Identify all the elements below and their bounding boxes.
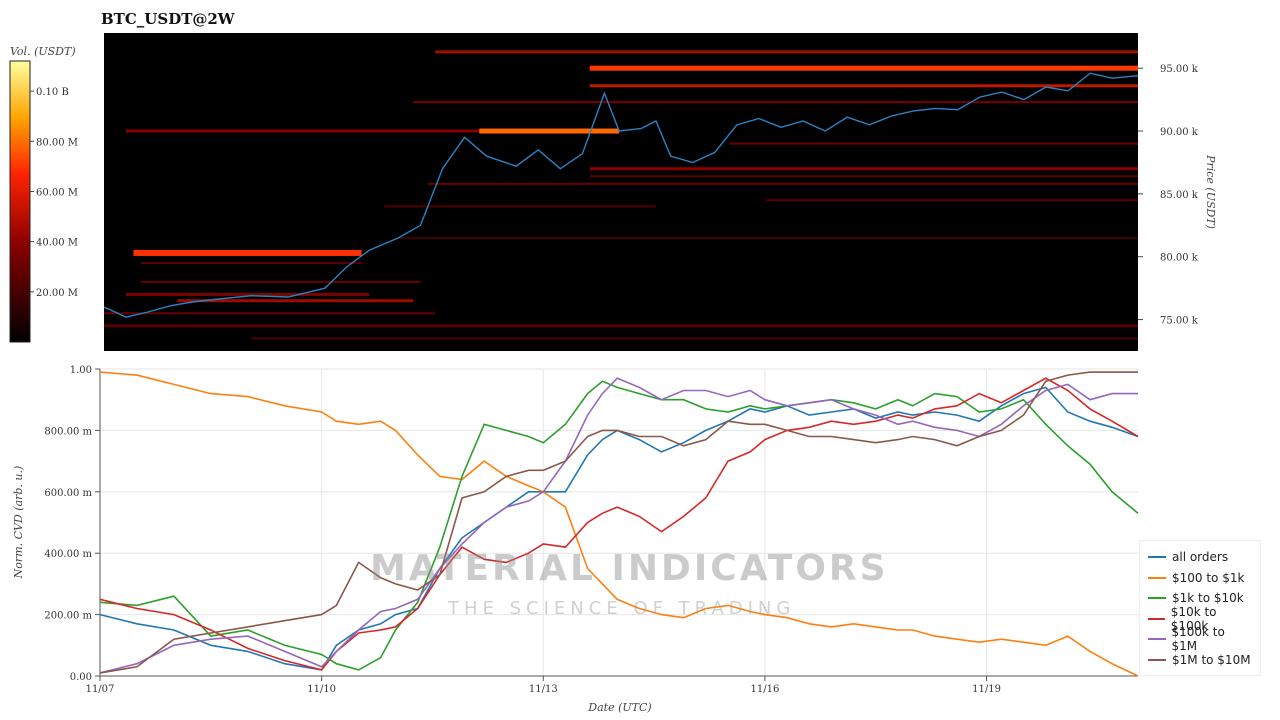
colorbar-tick-label: 80.00 M [36, 137, 78, 148]
cvd-y-tick-label: 200.00 m [44, 611, 92, 622]
colorbar-tick-label: 0.10 B [36, 87, 69, 98]
heatmap-band [251, 337, 1139, 340]
heatmap-band [383, 205, 656, 208]
cvd-x-tick-label: 11/16 [750, 684, 779, 695]
legend-item-100k-to-1m[interactable]: $100k to $1M [1148, 625, 1252, 653]
price-axis-ticks: 75.00 k 80.00 k 85.00 k 90.00 k 95.00 k [1138, 64, 1199, 327]
colorbar-tick-label: 20.00 M [36, 288, 78, 299]
cvd-x-tick-label: 11/10 [307, 684, 336, 695]
series-line-all-orders [99, 386, 1139, 671]
legend-swatch [1148, 556, 1166, 559]
legend-label: $100 to $1k [1172, 570, 1245, 585]
price-tick-label: 80.00 k [1160, 253, 1199, 264]
cvd-x-tick-label: 11/19 [972, 684, 1001, 695]
series-line-100-to-1k [99, 371, 1139, 677]
cvd-x-tick-label: 11/13 [529, 684, 558, 695]
cvd-x-axis-label: Date (UTC) [587, 701, 651, 714]
cvd-grid [99, 368, 1138, 677]
legend-swatch [1148, 638, 1166, 641]
cvd-y-tick-label: 1.00 [70, 365, 92, 376]
price-tick-label: 75.00 k [1160, 316, 1199, 327]
heatmap-band [398, 236, 1139, 239]
cvd-y-tick-label: 0.00 [70, 672, 92, 683]
colorbar-label: Vol. (USDT) [10, 45, 76, 58]
heatmap-band [177, 299, 414, 303]
legend-swatch [1148, 597, 1166, 600]
heatmap-band [589, 175, 1138, 178]
legend: all orders $100 to $1k $1k to $10k $10k to … [1139, 540, 1261, 676]
heatmap-band [126, 129, 620, 133]
price-line [103, 72, 1139, 318]
heatmap-band [589, 65, 1138, 71]
heatmap-bands [104, 50, 1139, 340]
price-tick-label: 90.00 k [1160, 127, 1199, 138]
series-line-100k-to-1m [99, 377, 1138, 674]
cvd-y-tick-label: 800.00 m [44, 426, 92, 437]
legend-label: $10k to $100k [1170, 604, 1217, 633]
heatmap-band [589, 84, 1138, 88]
legend-item-10k-to-100k[interactable]: $10k to $100k [1148, 605, 1252, 633]
colorbar [9, 60, 31, 343]
legend-item-1k-to-10k[interactable]: $1k to $10k [1148, 588, 1252, 609]
colorbar-ticks: 20.00 M 40.00 M 60.00 M 80.00 M 0.10 B [30, 87, 78, 299]
heatmap-band [126, 292, 369, 296]
cvd-x-ticks: 11/07 11/10 11/13 11/16 11/19 [86, 676, 1001, 695]
series-line-1m-to-10m [99, 371, 1138, 674]
heatmap-band [140, 280, 421, 283]
heatmap-background [104, 33, 1138, 351]
heatmap-band [729, 142, 1138, 145]
series-line-1k-to-10k [99, 380, 1139, 671]
price-tick-label: 95.00 k [1160, 64, 1199, 75]
heatmap-band [766, 199, 1138, 202]
heatmap-band [104, 324, 1138, 328]
heatmap-band [427, 182, 1138, 185]
legend-swatch [1148, 576, 1166, 579]
legend-item-100-to-1k[interactable]: $100 to $1k [1148, 568, 1252, 589]
colorbar-tick-label: 60.00 M [36, 187, 78, 198]
heatmap-band [435, 50, 1138, 54]
series-line-10k-to-100k [99, 377, 1139, 671]
legend-label: $1M to $10M [1172, 652, 1251, 667]
colorbar-tick-label: 40.00 M [36, 238, 78, 249]
heatmap-band [479, 128, 620, 134]
cvd-y-axis-label: Norm. CVD (arb. u.) [12, 466, 25, 580]
cvd-y-tick-label: 600.00 m [44, 488, 92, 499]
legend-label: all orders [1172, 550, 1229, 565]
heatmap-band [133, 249, 362, 256]
legend-item-1m-to-10m[interactable]: $1M to $10M [1148, 650, 1252, 671]
heatmap-band [413, 101, 1139, 104]
cvd-x-tick-label: 11/07 [86, 684, 115, 695]
legend-label: $1k to $10k [1172, 591, 1244, 606]
price-axis-label: Price (USDT) [1204, 154, 1217, 229]
legend-label: $100k to $1M [1171, 625, 1225, 654]
cvd-y-tick-label: 400.00 m [44, 549, 92, 560]
legend-item-all-orders[interactable]: all orders [1148, 547, 1252, 568]
heatmap-band [140, 262, 362, 265]
price-tick-label: 85.00 k [1160, 190, 1199, 201]
heatmap-band [589, 167, 1138, 171]
cvd-y-ticks: 0.00 200.00 m 400.00 m 600.00 m 800.00 m 1.00 [44, 365, 100, 683]
chart-title: BTC_USDT@2W [101, 10, 235, 28]
legend-swatch [1148, 617, 1165, 620]
heatmap-band [104, 312, 436, 315]
legend-swatch [1148, 658, 1166, 661]
cvd-series [99, 371, 1139, 677]
